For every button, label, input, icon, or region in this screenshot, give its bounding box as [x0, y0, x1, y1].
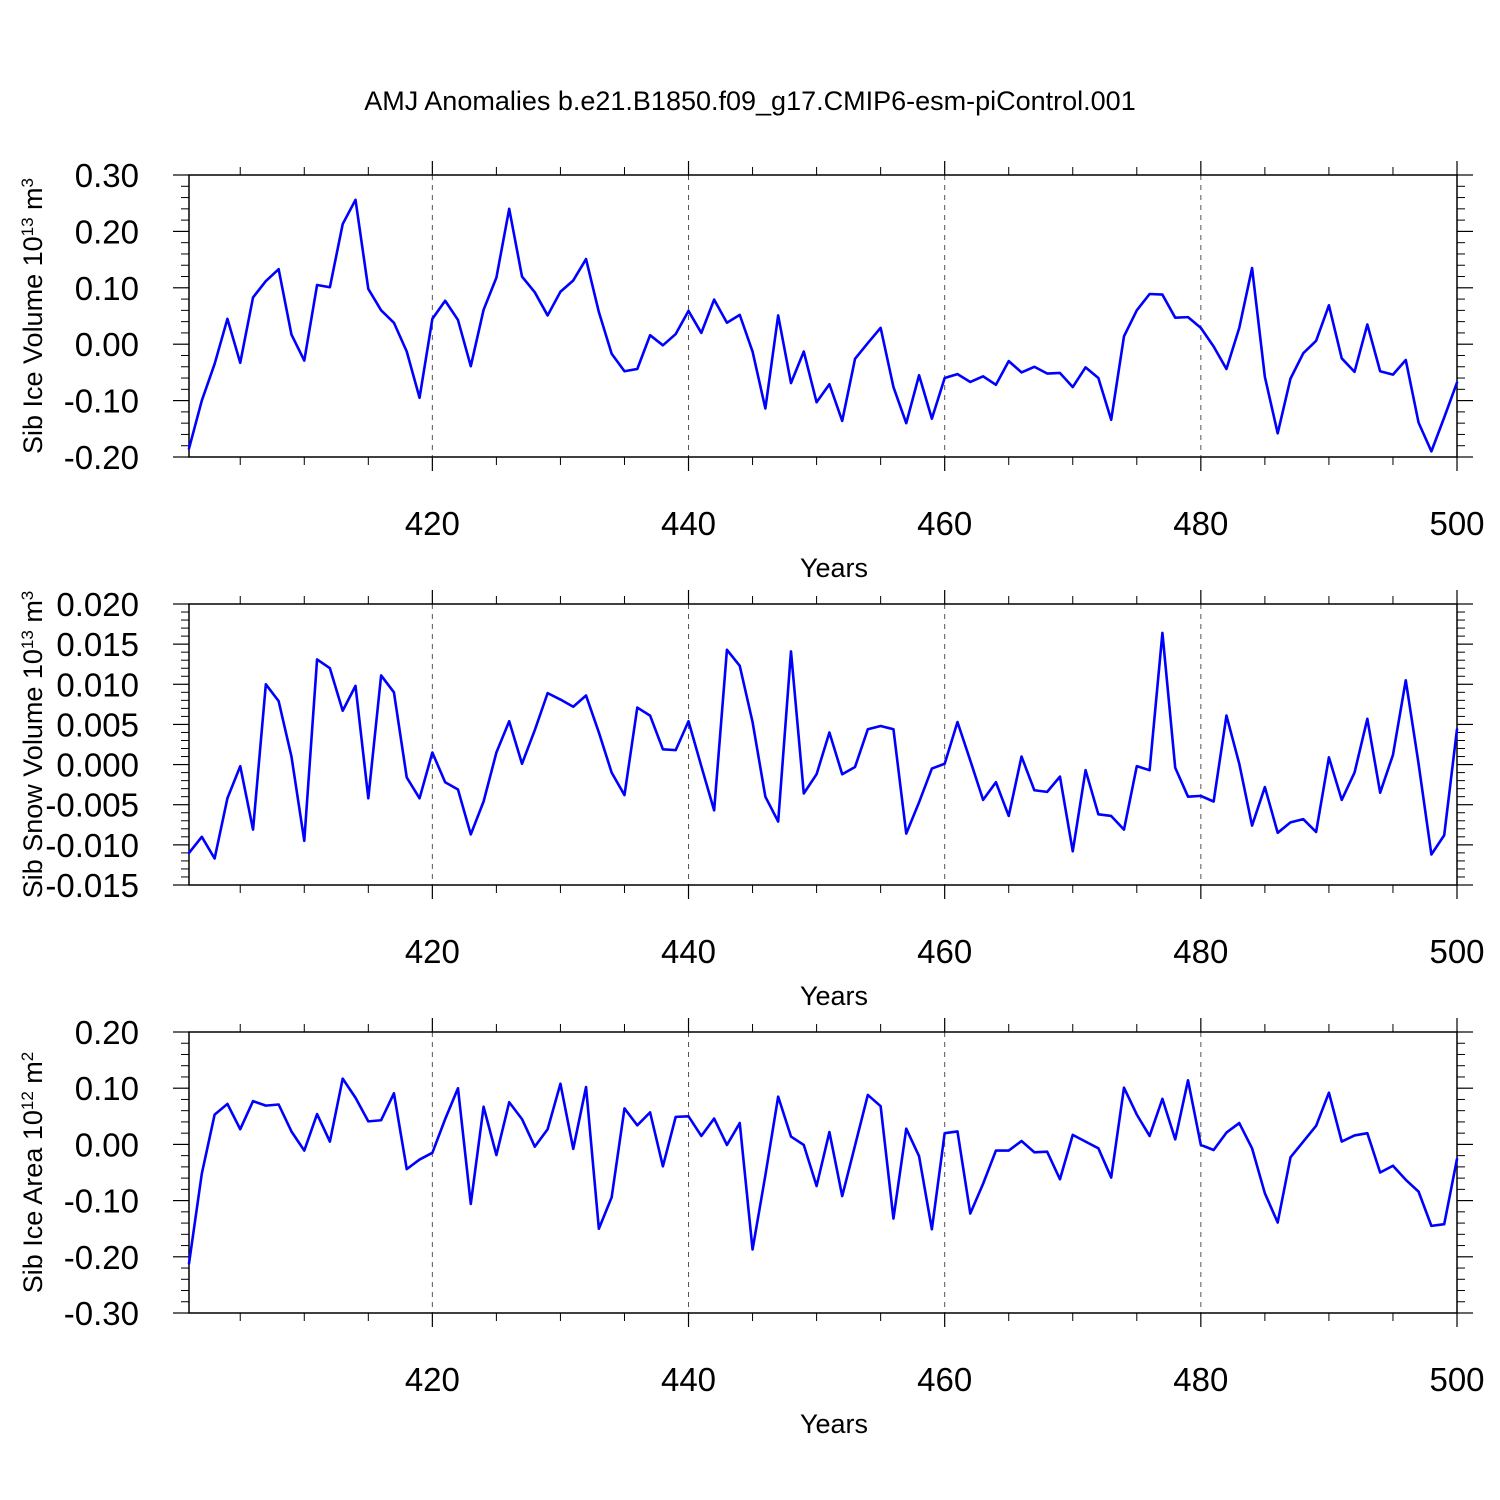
chart-1-x-tick-label-480: 480 — [1173, 505, 1228, 542]
chart-1-x-axis-title: Years — [800, 553, 868, 583]
chart-3-x-tick-label-440: 440 — [661, 1361, 716, 1398]
chart-3-series-line — [187, 1077, 1459, 1265]
chart-2-y-axis-title: Sib Snow Volume 1013 m3 — [18, 591, 49, 899]
chart-1-frame — [188, 174, 1458, 458]
chart-3-y-axis-title: Sib Ice Area 1012 m2 — [18, 1052, 49, 1294]
chart-2-y-tick-label: 0.010 — [56, 666, 139, 703]
chart-1-x-tick-label-440: 440 — [661, 505, 716, 542]
chart-3-y-tick-label: 0.00 — [75, 1126, 139, 1163]
chart-2-x-tick-label-440: 440 — [661, 933, 716, 970]
chart-1-y-tick-label: 0.20 — [75, 213, 139, 250]
chart-2-y-tick-label: -0.005 — [45, 787, 139, 824]
chart-1-y-tick-label: 0.00 — [75, 326, 139, 363]
chart-3-frame — [188, 1031, 1458, 1314]
figure-title: AMJ Anomalies b.e21.B1850.f09_g17.CMIP6-… — [364, 86, 1136, 116]
chart-2-y-tick-label: -0.015 — [45, 867, 139, 904]
chart-1-y-tick-label: 0.10 — [75, 270, 139, 307]
chart-2-y-tick-label: 0.020 — [56, 586, 139, 623]
chart-2-x-tick-label-500: 500 — [1429, 933, 1484, 970]
chart-1-y-tick-label: 0.30 — [75, 157, 139, 194]
chart-3-x-tick-label-500: 500 — [1429, 1361, 1484, 1398]
chart-2-x-tick-label-460: 460 — [917, 933, 972, 970]
chart-1-x-tick-label-420: 420 — [405, 505, 460, 542]
chart-3-y-tick-label: 0.20 — [75, 1014, 139, 1051]
chart-3-x-tick-label-480: 480 — [1173, 1361, 1228, 1398]
chart-3-y-tick-label: -0.30 — [64, 1295, 139, 1332]
chart-3-x-axis-title: Years — [800, 1409, 868, 1439]
chart-2-y-tick-label: 0.015 — [56, 626, 139, 663]
chart-2-series-line — [187, 631, 1459, 860]
chart-2-y-tick-label: 0.005 — [56, 706, 139, 743]
chart-1-series-line — [187, 198, 1459, 453]
chart-2-x-axis-title: Years — [800, 981, 868, 1011]
chart-2-x-tick-label-480: 480 — [1173, 933, 1228, 970]
chart-1-y-axis-title: Sib Ice Volume 1013 m3 — [18, 178, 49, 454]
chart-3-x-tick-label-460: 460 — [917, 1361, 972, 1398]
chart-1: 420 440 460 480 500 -0.20 -0.10 0.00 0.10 0.20 0.3… — [18, 157, 1485, 583]
chart-3-y-tick-label: -0.20 — [64, 1239, 139, 1276]
chart-1-x-tick-label-500: 500 — [1429, 505, 1484, 542]
chart-3-y-tick-label: -0.10 — [64, 1183, 139, 1220]
chart-2-frame — [188, 603, 1458, 886]
chart-2-y-tick-label: -0.010 — [45, 827, 139, 864]
chart-2-x-tick-label-420: 420 — [405, 933, 460, 970]
chart-1-y-tick-label: -0.20 — [64, 439, 139, 476]
chart-2-y-tick-label: 0.000 — [56, 747, 139, 784]
chart-3: 420 440 460 480 500 -0.30 -0.20 -0.10 0.00 0.10 0.… — [18, 1014, 1485, 1439]
chart-1-x-tick-label-460: 460 — [917, 505, 972, 542]
chart-3-x-tick-label-420: 420 — [405, 1361, 460, 1398]
chart-3-y-tick-label: 0.10 — [75, 1070, 139, 1107]
chart-1-y-tick-label: -0.10 — [64, 383, 139, 420]
